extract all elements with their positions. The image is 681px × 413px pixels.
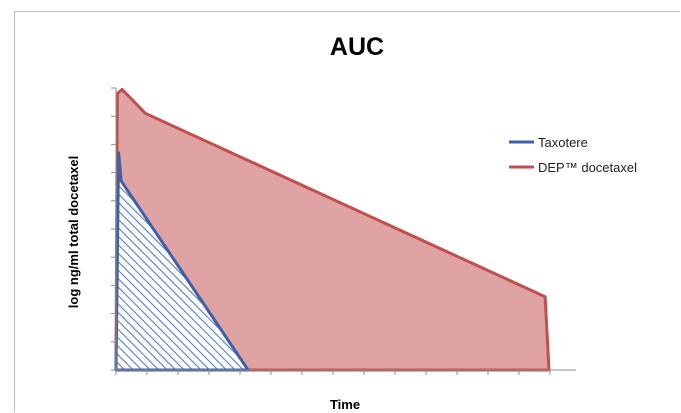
series-layer: [114, 87, 551, 372]
legend-label-taxotere: Taxotere: [538, 135, 588, 150]
chart-title: AUC: [330, 33, 384, 61]
legend: Taxotere DEP™ docetaxel: [509, 135, 637, 175]
legend-label-dep-docetaxel: DEP™ docetaxel: [538, 160, 637, 175]
axes: [111, 87, 576, 375]
y-axis-label: log ng/ml total docetaxel: [66, 156, 81, 308]
chart-frame: [14, 11, 680, 412]
x-axis-label: Time: [330, 397, 360, 412]
